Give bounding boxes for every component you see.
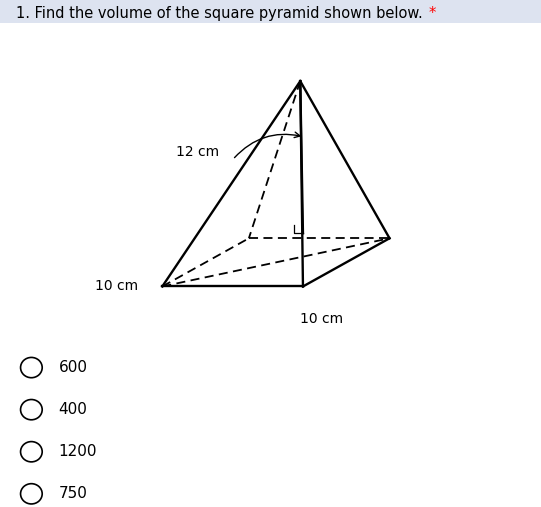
Text: 1200: 1200 — [58, 444, 97, 459]
Text: 10 cm: 10 cm — [300, 312, 344, 327]
Text: 600: 600 — [58, 360, 88, 375]
Text: *: * — [429, 7, 437, 21]
Text: 750: 750 — [58, 486, 87, 501]
Text: 400: 400 — [58, 402, 87, 417]
Text: 10 cm: 10 cm — [95, 279, 138, 294]
FancyBboxPatch shape — [0, 0, 541, 23]
Text: 1. Find the volume of the square pyramid shown below.: 1. Find the volume of the square pyramid… — [16, 7, 423, 21]
Text: 12 cm: 12 cm — [176, 145, 219, 159]
